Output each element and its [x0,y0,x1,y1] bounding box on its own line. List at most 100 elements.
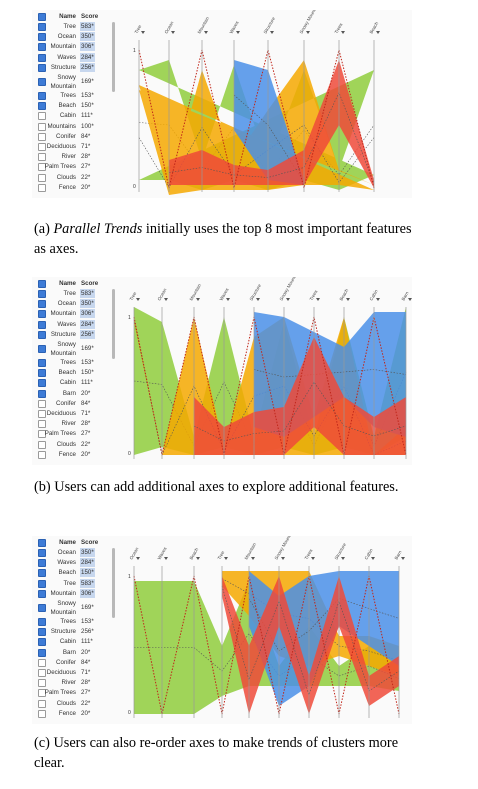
feature-checkbox[interactable] [38,628,46,637]
feature-list-scrollbar[interactable] [112,548,115,618]
axis-filter-icon[interactable] [251,557,255,560]
feature-row[interactable]: Fence 20* [32,709,112,719]
feature-checkbox[interactable] [38,450,46,459]
axis-filter-icon[interactable] [196,557,200,560]
axis-filter-icon[interactable] [316,298,320,301]
axis-label[interactable]: Barn [394,549,403,560]
feature-row[interactable]: Ocean 350* [32,32,112,42]
select-all-checkbox[interactable] [38,280,46,288]
axis-label[interactable]: Tree [129,291,138,302]
feature-checkbox[interactable] [38,310,46,319]
axis-label[interactable]: Structure [263,16,277,35]
axis-filter-icon[interactable] [204,31,208,34]
feature-checkbox[interactable] [38,173,46,182]
feature-checkbox[interactable] [38,699,46,708]
feature-checkbox[interactable] [38,669,46,677]
feature-checkbox[interactable] [38,78,46,86]
axis-filter-icon[interactable] [311,557,315,560]
feature-row[interactable]: River 28* [32,152,112,162]
feature-row[interactable]: Mountain 306* [32,42,112,52]
feature-row[interactable]: Palm Trees 27* [32,429,112,439]
feature-checkbox[interactable] [38,618,46,626]
feature-list-scrollbar[interactable] [112,289,115,359]
feature-row[interactable]: Mountains 100* [32,122,112,132]
axis-filter-icon[interactable] [226,298,230,301]
axis-filter-icon[interactable] [341,31,345,34]
feature-row[interactable]: Snowy Mountain 169* [32,599,112,616]
feature-checkbox[interactable] [38,132,46,141]
score-column-header[interactable]: Score [81,280,99,287]
feature-row[interactable]: River 28* [32,419,112,429]
feature-row[interactable]: Barn 20* [32,389,112,399]
feature-row[interactable]: Tree 583* [32,289,112,299]
axis-filter-icon[interactable] [171,31,175,34]
axis-label[interactable]: Trees [334,22,344,35]
feature-row[interactable]: Waves 284* [32,558,112,568]
axis-filter-icon[interactable] [256,298,260,301]
feature-checkbox[interactable] [38,420,46,429]
feature-checkbox[interactable] [38,183,46,192]
feature-row[interactable]: Trees 153* [32,617,112,627]
axis-label[interactable]: Mountain [197,16,211,35]
feature-checkbox[interactable] [38,143,46,151]
axis-filter-icon[interactable] [270,31,274,34]
axis-label[interactable]: Cabin [369,288,379,301]
axis-filter-icon[interactable] [401,557,405,560]
axis-label[interactable]: Beach [369,21,380,35]
axis-label[interactable]: Trees [309,289,319,302]
axis-filter-icon[interactable] [164,557,168,560]
axis-label[interactable]: Structure [249,283,263,302]
name-column-header[interactable]: Name [59,280,76,287]
feature-row[interactable]: Deciduous 71* [32,668,112,678]
feature-checkbox[interactable] [38,589,46,598]
feature-checkbox[interactable] [38,112,46,121]
feature-row[interactable]: Beach 150* [32,368,112,378]
axis-label[interactable]: Trees [304,548,314,561]
feature-checkbox[interactable] [38,379,46,388]
feature-row[interactable]: Mountain 306* [32,588,112,599]
axis-label[interactable]: Cabin [364,547,374,560]
feature-row[interactable]: Conifer 84* [32,132,112,142]
feature-checkbox[interactable] [38,33,46,42]
feature-checkbox[interactable] [38,689,46,698]
feature-row[interactable]: Conifer 84* [32,658,112,668]
feature-checkbox[interactable] [38,389,46,398]
feature-checkbox[interactable] [38,399,46,408]
feature-row[interactable]: Trees 153* [32,91,112,101]
feature-row[interactable]: Structure 256* [32,329,112,340]
feature-row[interactable]: Deciduous 71* [32,142,112,152]
axis-filter-icon[interactable] [376,298,380,301]
feature-row[interactable]: Mountain 306* [32,309,112,319]
axis-label[interactable]: Waves [229,20,240,35]
feature-row[interactable]: Barn 20* [32,648,112,658]
score-column-header[interactable]: Score [81,539,99,546]
axis-label[interactable]: Mountain [244,542,258,561]
axis-label[interactable]: Snowy Mountain [274,536,295,561]
select-all-checkbox[interactable] [38,13,46,21]
feature-row[interactable]: Clouds 22* [32,173,112,183]
feature-row[interactable]: Conifer 84* [32,399,112,409]
axis-filter-icon[interactable] [408,298,412,301]
axis-label[interactable]: Waves [219,287,230,302]
cluster-band-red[interactable] [194,337,406,455]
axis-label[interactable]: Beach [339,288,350,302]
feature-row[interactable]: Fence 20* [32,183,112,193]
feature-checkbox[interactable] [38,330,46,339]
axis-filter-icon[interactable] [196,298,200,301]
feature-row[interactable]: Ocean 350* [32,548,112,558]
feature-checkbox[interactable] [38,559,46,568]
feature-list-scrollbar[interactable] [112,22,115,92]
axis-label[interactable]: Tree [134,24,143,35]
feature-checkbox[interactable] [38,410,46,418]
axis-label[interactable]: Barn [401,290,410,301]
feature-row[interactable]: Cabin 111* [32,378,112,388]
feature-row[interactable]: Deciduous 71* [32,409,112,419]
feature-checkbox[interactable] [38,345,46,353]
feature-checkbox[interactable] [38,153,46,162]
feature-row[interactable]: Snowy Mountain 169* [32,340,112,357]
feature-row[interactable]: River 28* [32,678,112,688]
feature-checkbox[interactable] [38,23,46,31]
feature-checkbox[interactable] [38,359,46,367]
feature-row[interactable]: Snowy Mountain 169* [32,73,112,90]
axis-filter-icon[interactable] [346,298,350,301]
